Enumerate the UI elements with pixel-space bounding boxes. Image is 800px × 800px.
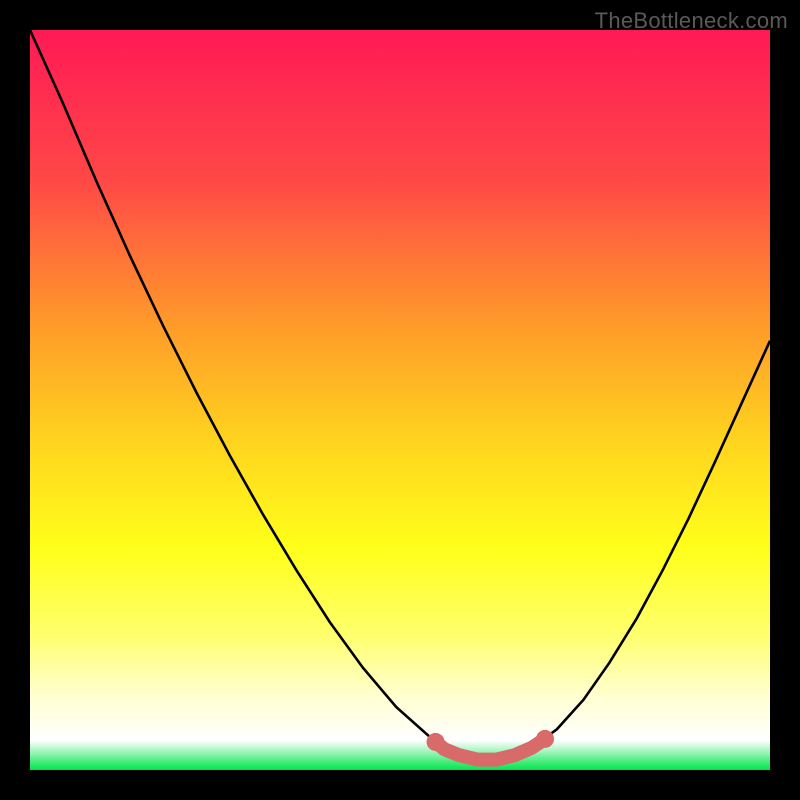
bottleneck-curve-chart	[30, 30, 770, 770]
plot-area	[30, 30, 770, 770]
highlight-end-dot	[536, 730, 554, 748]
chart-background	[30, 30, 770, 770]
highlight-start-dot	[427, 733, 445, 751]
